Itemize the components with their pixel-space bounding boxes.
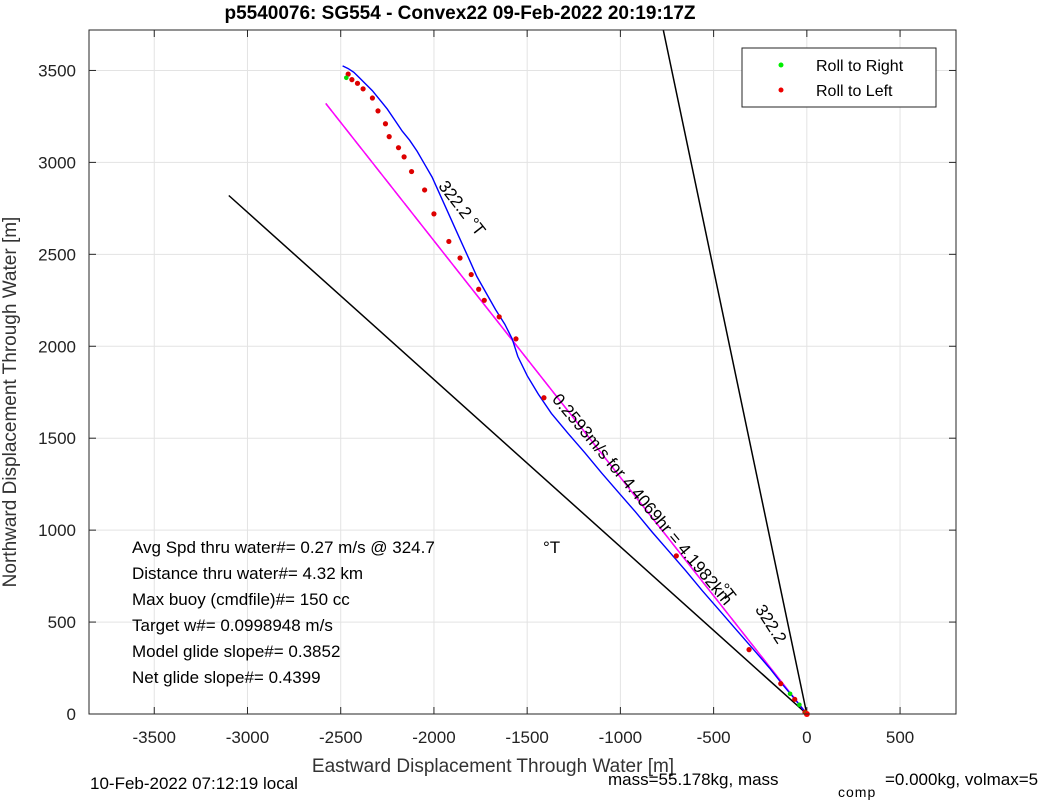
roll-left-point <box>513 336 519 342</box>
info-target-w: Target w#= 0.0998948 m/s <box>132 616 333 635</box>
x-tick-label: -3500 <box>133 728 176 747</box>
roll-left-point <box>349 77 355 83</box>
roll-left-point <box>778 681 784 687</box>
y-tick-label: 1500 <box>38 429 76 448</box>
roll-left-point <box>401 154 407 160</box>
legend-marker-roll-left <box>778 87 784 93</box>
info-max-buoy: Max buoy (cmdfile)#= 150 cc <box>132 590 350 609</box>
roll-right-point <box>797 702 802 708</box>
x-tick-label: -2000 <box>412 728 455 747</box>
y-tick-label: 0 <box>67 705 76 724</box>
y-tick-label: 500 <box>48 613 76 632</box>
legend-box <box>741 47 937 108</box>
roll-left-point <box>468 271 474 278</box>
plot-area <box>89 30 956 714</box>
x-tick-label: -1000 <box>599 728 642 747</box>
roll-left-point <box>476 286 482 292</box>
y-tick-label: 3500 <box>38 61 76 80</box>
legend-label-roll-right: Roll to Right <box>816 58 904 75</box>
info-avg-speed: Avg Spd thru water#= 0.27 m/s @ 324.7 <box>132 538 435 557</box>
legend: Roll to Right Roll to Left <box>741 47 937 108</box>
x-tick-label: -500 <box>697 728 731 747</box>
roll-right-point <box>344 75 349 81</box>
roll-left-point <box>408 168 415 175</box>
roll-left-point <box>446 238 452 245</box>
series-heading-line-3 <box>325 103 808 715</box>
roll-left-point <box>457 255 463 261</box>
x-axis-label: Eastward Displacement Through Water [m] <box>312 756 674 777</box>
legend-marker-roll-right <box>778 62 784 68</box>
series-reference-line-1 <box>228 194 808 715</box>
footer-local-time: 10-Feb-2022 07:12:19 local <box>90 774 298 793</box>
x-tick-label: -3000 <box>226 728 269 747</box>
roll-left-point <box>375 108 381 114</box>
roll-left-point <box>360 86 366 92</box>
x-tick-label: 0 <box>802 728 811 747</box>
series-reference-line-0 <box>662 29 808 715</box>
info-model-glide: Model glide slope#= 0.3852 <box>132 642 340 661</box>
x-tick-label: 500 <box>886 728 914 747</box>
points-layer <box>344 71 810 717</box>
y-tick-label: 3000 <box>38 153 76 172</box>
roll-right-point <box>787 691 793 697</box>
x-tick-labels: -3500 -3000 -2500 -2000 -1500 -1000 -500 0 500 <box>133 728 915 747</box>
footer-mass-subscript: comp <box>838 784 876 800</box>
roll-left-point <box>369 95 376 101</box>
chart-title: p5540076: SG554 - Convex22 09-Feb-2022 2… <box>224 3 695 24</box>
roll-left-point <box>746 647 752 653</box>
footer-mass: mass=55.178kg, mass <box>608 770 779 789</box>
footer-mass-2: =0.000kg, volmax=5 <box>885 770 1038 789</box>
y-tick-label: 2000 <box>38 337 76 356</box>
legend-label-roll-left: Roll to Left <box>816 83 893 100</box>
roll-left-point <box>382 121 389 127</box>
roll-left-point <box>395 145 402 151</box>
roll-left-point <box>422 187 428 193</box>
info-distance: Distance thru water#= 4.32 km <box>132 564 363 583</box>
y-tick-label: 1000 <box>38 521 76 540</box>
roll-left-point <box>354 80 361 86</box>
roll-left-point <box>345 71 351 77</box>
roll-left-point <box>792 696 798 702</box>
roll-left-point <box>431 211 437 217</box>
info-text: Avg Spd thru water#= 0.27 m/s @ 324.7 °T… <box>132 538 560 687</box>
x-tick-label: -1500 <box>505 728 548 747</box>
roll-left-point <box>386 134 392 140</box>
plot-frame <box>88 29 957 715</box>
info-avg-speed-unit: °T <box>543 538 560 557</box>
roll-left-point <box>496 314 502 320</box>
y-tick-label: 2500 <box>38 245 76 264</box>
x-tick-label: -2500 <box>319 728 362 747</box>
roll-left-point <box>673 553 679 559</box>
info-net-glide: Net glide slope#= 0.4399 <box>132 668 321 687</box>
roll-left-point <box>541 395 547 401</box>
y-axis-label: Northward Displacement Through Water [m] <box>0 217 21 588</box>
y-tick-labels: 0 500 1000 1500 2000 2500 3000 3500 <box>38 61 76 724</box>
roll-left-point <box>481 297 487 303</box>
